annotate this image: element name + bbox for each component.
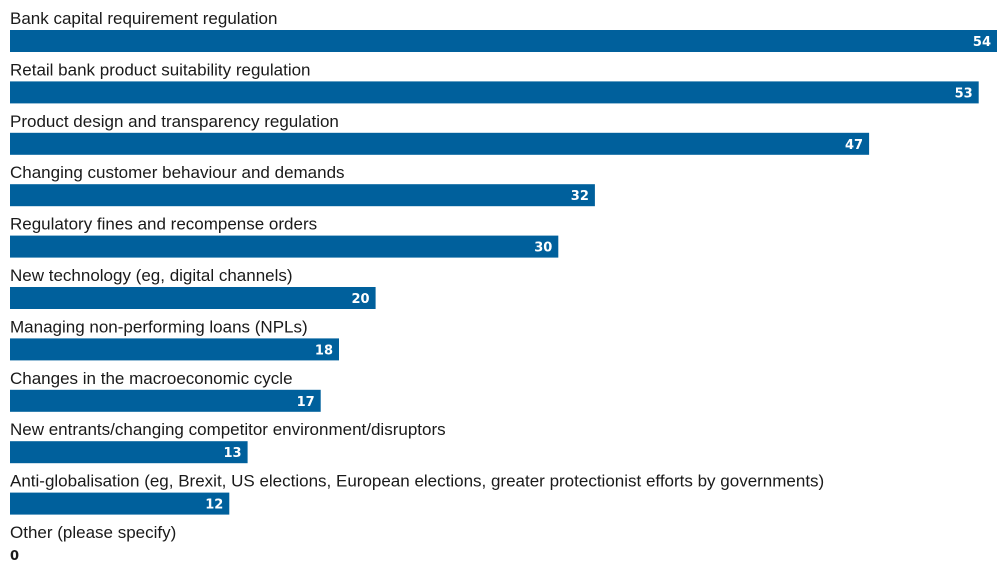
category-label: Regulatory fines and recompense orders xyxy=(10,215,317,234)
bar xyxy=(10,235,559,258)
value-label: 18 xyxy=(315,343,333,358)
category-label: Managing non-performing loans (NPLs) xyxy=(10,317,308,336)
bar xyxy=(10,338,339,361)
category-label: Anti-globalisation (eg, Brexit, US elect… xyxy=(10,472,824,491)
value-label: 20 xyxy=(352,292,370,307)
value-label: 17 xyxy=(297,395,315,410)
value-label: 32 xyxy=(571,189,589,204)
bar xyxy=(10,389,321,412)
value-label: 12 xyxy=(205,498,223,513)
bar xyxy=(10,492,230,515)
category-label: Changes in the macroeconomic cycle xyxy=(10,369,293,388)
category-label: Bank capital requirement regulation xyxy=(10,9,277,28)
bar xyxy=(10,132,870,155)
value-label: 0 xyxy=(10,549,19,564)
value-label: 13 xyxy=(224,446,242,461)
value-label: 30 xyxy=(534,241,552,256)
bar xyxy=(10,30,997,52)
category-label: Changing customer behaviour and demands xyxy=(10,163,345,182)
category-label: Product design and transparency regulati… xyxy=(10,112,339,131)
value-label: 54 xyxy=(973,35,991,50)
bar xyxy=(10,441,248,464)
bars-layer: Bank capital requirement regulation 54 Ret… xyxy=(10,9,997,564)
bar xyxy=(10,184,595,207)
category-label: Other (please specify) xyxy=(10,523,176,542)
value-label: 47 xyxy=(845,138,863,153)
bar xyxy=(10,81,979,104)
bar xyxy=(10,287,376,309)
category-label: Retail bank product suitability regulati… xyxy=(10,60,311,79)
category-label: New entrants/changing competitor environ… xyxy=(10,420,446,439)
category-label: New technology (eg, digital channels) xyxy=(10,266,293,285)
value-label: 53 xyxy=(955,86,973,101)
